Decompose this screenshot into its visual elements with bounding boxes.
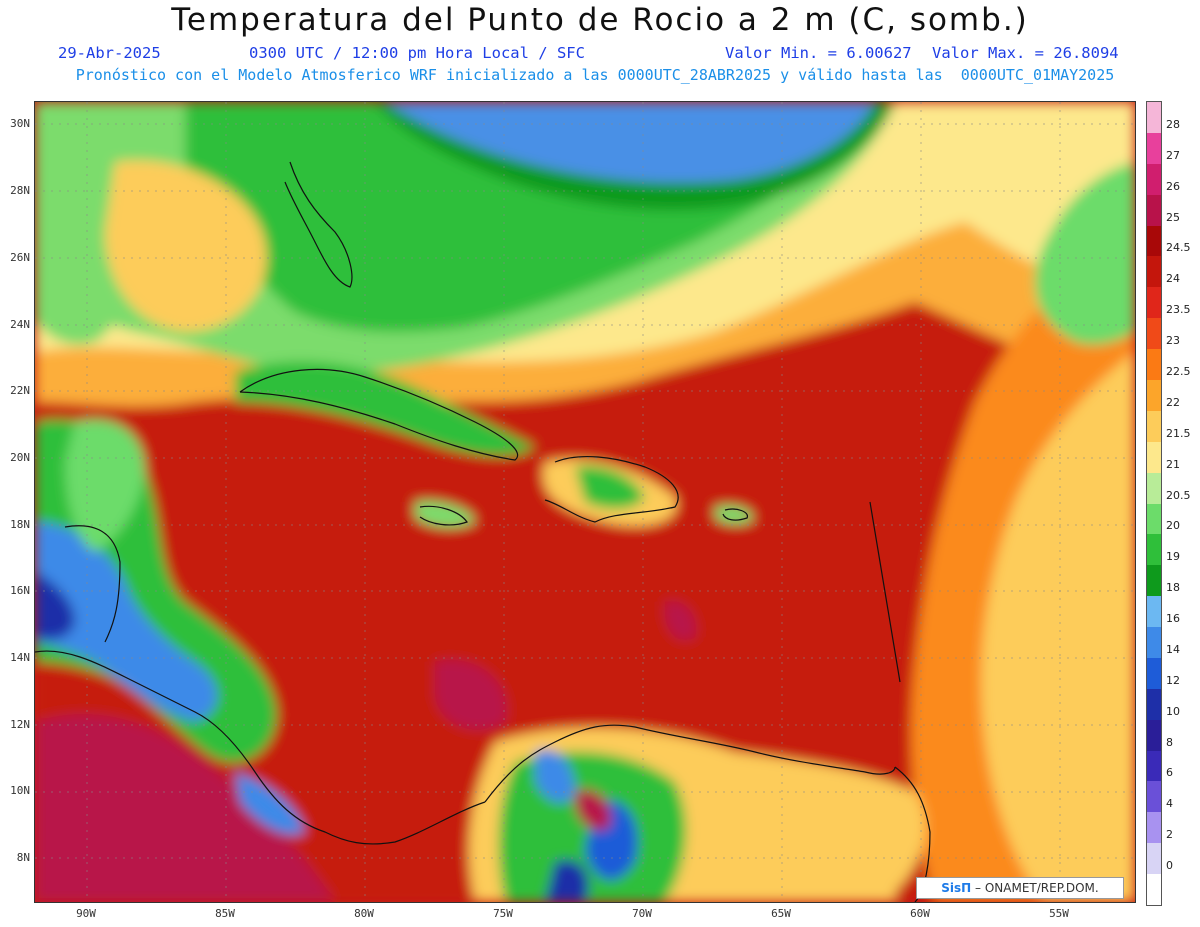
color-scale-label: 22.5 [1166,364,1191,378]
color-scale-label: 23.5 [1166,303,1191,317]
color-scale-label: 6 [1166,766,1173,780]
dewpoint-map [34,101,1136,903]
lat-label: 22N [10,384,30,397]
color-scale-segment [1147,287,1161,319]
lat-label: 8N [16,851,30,864]
lat-label: 10N [10,784,30,797]
color-scale-segment [1147,318,1161,350]
credit-text: – ONAMET/REP.DOM. [971,881,1099,895]
model-info-line: Pronóstico con el Modelo Atmosferico WRF… [75,66,1115,84]
map-title: Temperatura del Punto de Rocio a 2 m (C,… [171,2,1029,38]
color-scale-segment [1147,503,1161,535]
color-scale-segment [1147,627,1161,659]
lon-label: 60W [910,907,930,920]
color-scale-segment [1147,843,1161,875]
color-scale-segment [1147,657,1161,690]
color-scale-segment [1147,750,1161,782]
color-scale-label: 25 [1166,210,1180,224]
color-scale-segment [1147,441,1161,474]
color-scale-segment [1147,472,1161,504]
lat-lon-grid [35,102,1135,902]
lon-label: 80W [354,907,374,920]
forecast-date: 29-Abr-2025 [58,44,161,62]
color-scale-label: 21.5 [1166,426,1191,440]
color-scale-segment [1147,719,1161,752]
color-scale-label: 22 [1166,395,1180,409]
lon-label: 90W [76,907,96,920]
color-scale-label: 14 [1166,642,1180,656]
color-scale-label: 26 [1166,179,1180,193]
color-scale-segment [1147,781,1161,813]
lat-label: 14N [10,651,30,664]
color-scale-label: 23 [1166,334,1180,348]
color-scale-label: 27 [1166,148,1180,162]
forecast-time: 0300 UTC / 12:00 pm Hora Local / SFC [249,44,585,62]
color-scale-label: 16 [1166,612,1180,626]
color-scale-segment [1147,688,1161,721]
color-scale-label: 28 [1166,117,1180,131]
lat-label: 16N [10,584,30,597]
dewpoint-field [35,102,1135,902]
color-scale-label: 4 [1166,797,1173,811]
color-scale-segment [1147,225,1161,257]
lon-label: 65W [771,907,791,920]
lat-label: 20N [10,451,30,464]
color-scale-label: 24 [1166,272,1180,286]
lat-label: 26N [10,251,30,264]
color-scale-segment [1147,565,1161,597]
max-value-label: Valor Max. = 26.8094 [932,44,1119,62]
color-scale-label: 12 [1166,673,1180,687]
lon-label: 55W [1049,907,1069,920]
sispi-logo: SisΠ [941,881,972,895]
color-scale-label: 10 [1166,704,1180,718]
lon-label: 75W [493,907,513,920]
lat-label: 24N [10,318,30,331]
min-value-label: Valor Min. = 6.00627 [725,44,912,62]
color-scale-label: 19 [1166,550,1180,564]
color-scale-label: 8 [1166,735,1173,749]
color-scale-label: 24.5 [1166,241,1191,255]
color-scale-segment [1147,256,1161,288]
color-scale-bar [1146,101,1162,906]
color-scale-segment [1147,163,1161,196]
color-scale-label: 20.5 [1166,488,1191,502]
color-scale-segment [1147,132,1161,165]
color-scale-segment [1147,596,1161,628]
color-scale-label: 2 [1166,828,1173,842]
lon-label: 85W [215,907,235,920]
color-scale-segment [1147,379,1161,412]
color-scale-label: 18 [1166,581,1180,595]
color-scale-segment [1147,194,1161,227]
lat-label: 30N [10,117,30,130]
lat-label: 18N [10,518,30,531]
color-scale-segment [1147,812,1161,844]
color-scale-segment [1147,874,1161,906]
lat-label: 12N [10,718,30,731]
credit-box: SisΠ – ONAMET/REP.DOM. [916,877,1124,899]
lon-label: 70W [632,907,652,920]
color-scale-segment [1147,102,1161,134]
lat-label: 28N [10,184,30,197]
coastlines [35,161,931,902]
color-scale-label: 20 [1166,519,1180,533]
color-scale-label: 21 [1166,457,1180,471]
color-scale-segment [1147,349,1161,381]
color-scale-segment [1147,410,1161,443]
color-scale-segment [1147,534,1161,566]
color-scale-label: 0 [1166,859,1173,873]
